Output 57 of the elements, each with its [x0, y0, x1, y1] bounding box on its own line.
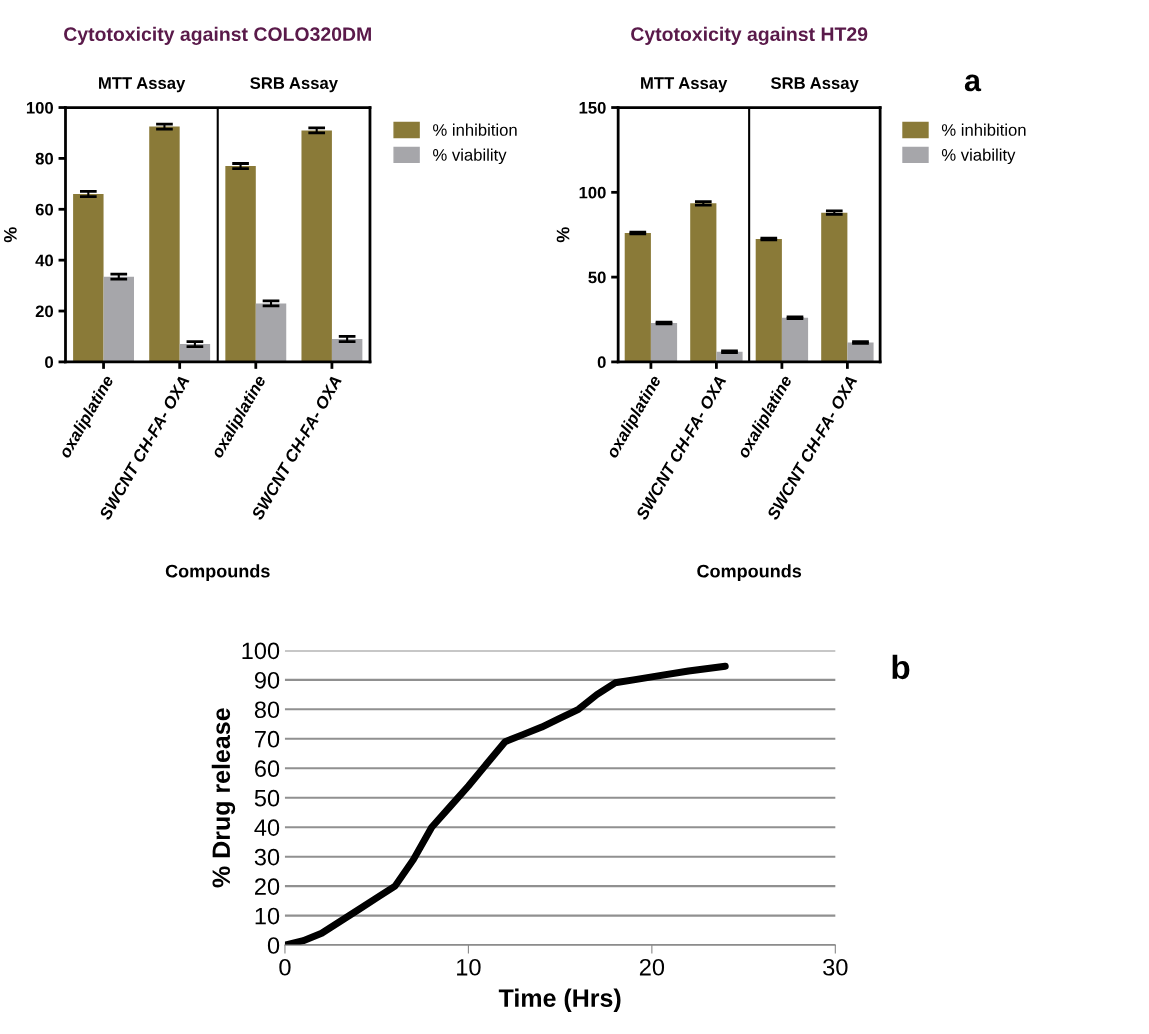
bar: [73, 194, 104, 362]
bar: [690, 203, 717, 362]
y-tick-label: 20: [255, 878, 280, 895]
y-tick-label: 40: [35, 254, 54, 267]
text: SRB Assay: [250, 77, 338, 93]
bar: [149, 126, 180, 362]
x-axis-title: Time (Hrs): [498, 988, 621, 1012]
y-tick-label: 20: [35, 305, 54, 318]
text: a: [964, 74, 982, 92]
y-tick-label: 10: [255, 907, 280, 925]
bar: [624, 233, 651, 362]
bar: [301, 130, 332, 362]
y-tick-label: 60: [255, 760, 280, 778]
y-axis-title: % Drug release: [211, 708, 236, 888]
y-tick-label: 50: [254, 789, 280, 807]
y-tick-label: 80: [254, 701, 280, 719]
y-tick-label: 100: [26, 101, 54, 114]
x-axis-title: Compounds: [165, 564, 270, 582]
legend-label: % inhibition: [433, 123, 517, 136]
bar: [650, 322, 678, 362]
y-tick-label: 0: [267, 937, 280, 954]
bar: [821, 212, 848, 362]
y-tick-label: 30: [254, 848, 280, 866]
legend-label: % viability: [941, 148, 1016, 165]
bar: [103, 276, 134, 362]
y-tick-label: 50: [588, 271, 606, 284]
text: MTT Assay: [641, 77, 728, 93]
bar: [331, 339, 363, 362]
text: b: [892, 654, 910, 680]
chart-title: Cytotoxicity against HT29: [631, 26, 868, 45]
y-tick-label: 150: [579, 101, 606, 114]
y-tick-label: 60: [35, 203, 54, 216]
y-axis-title: %: [556, 227, 570, 243]
y-axis-title: %: [4, 227, 17, 243]
x-tick-label: 0: [279, 958, 291, 976]
bar: [781, 317, 809, 362]
y-tick-label: 90: [254, 671, 280, 689]
bar: [255, 303, 287, 362]
legend-label: % inhibition: [941, 123, 1026, 136]
y-tick-label: 100: [579, 186, 606, 199]
text: SRB Assay: [770, 77, 859, 93]
x-tick-label: 20: [639, 958, 665, 976]
bar: [225, 166, 256, 362]
bar: [755, 238, 782, 362]
y-tick-label: 80: [35, 152, 54, 165]
y-tick-label: 0: [597, 356, 606, 369]
x-tick-label: 30: [823, 958, 848, 976]
y-tick-label: 0: [45, 356, 54, 369]
x-axis-title: Compounds: [697, 564, 802, 582]
y-tick-label: 100: [242, 642, 280, 660]
y-tick-label: 40: [254, 819, 280, 836]
chart-title: Cytotoxicity against COLO320DM: [64, 26, 371, 45]
y-tick-label: 70: [255, 730, 280, 748]
legend-label: % viability: [433, 148, 507, 165]
bar: [847, 342, 874, 362]
text: MTT Assay: [99, 77, 186, 93]
x-tick-label: 10: [457, 958, 481, 976]
